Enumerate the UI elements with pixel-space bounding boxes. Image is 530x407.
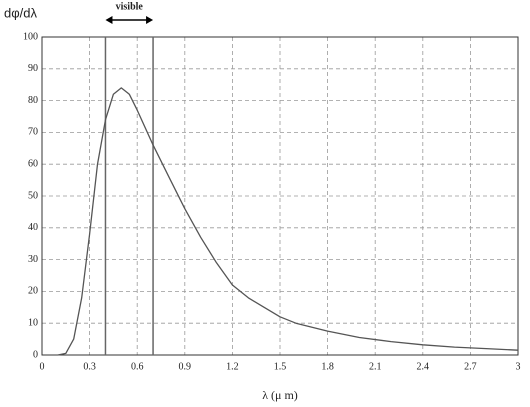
y-tick-label: 30 [28,254,38,265]
y-tick-label: 60 [28,158,38,169]
x-tick-label: 0 [40,361,45,372]
x-tick-label: 0.9 [179,361,192,372]
y-tick-label: 0 [33,349,38,360]
curve [57,87,519,356]
x-tick-label: 2.1 [369,361,382,372]
y-tick-label: 80 [28,95,38,106]
x-tick-label: 2.4 [417,361,430,372]
y-tick-label: 50 [28,190,38,201]
y-tick-label: 20 [28,286,38,297]
x-tick-label: 0.6 [131,361,144,372]
y-tick-label: 10 [28,317,38,328]
y-tick-label: 70 [28,127,38,138]
x-tick-label: 1.2 [226,361,239,372]
y-tick-label: 100 [23,31,38,42]
x-tick-label: 1.8 [321,361,334,372]
x-tick-label: 2.7 [464,361,477,372]
y-tick-label: 40 [28,222,38,233]
x-axis-label: λ (μ m) [262,388,298,402]
x-tick-label: 0.3 [83,361,96,372]
y-axis-label: dφ/dλ [4,5,38,20]
y-tick-label: 90 [28,63,38,74]
x-tick-label: 3 [516,361,521,372]
x-tick-label: 1.5 [274,361,287,372]
plot-frame [41,36,519,356]
annotation: visible [116,1,144,12]
